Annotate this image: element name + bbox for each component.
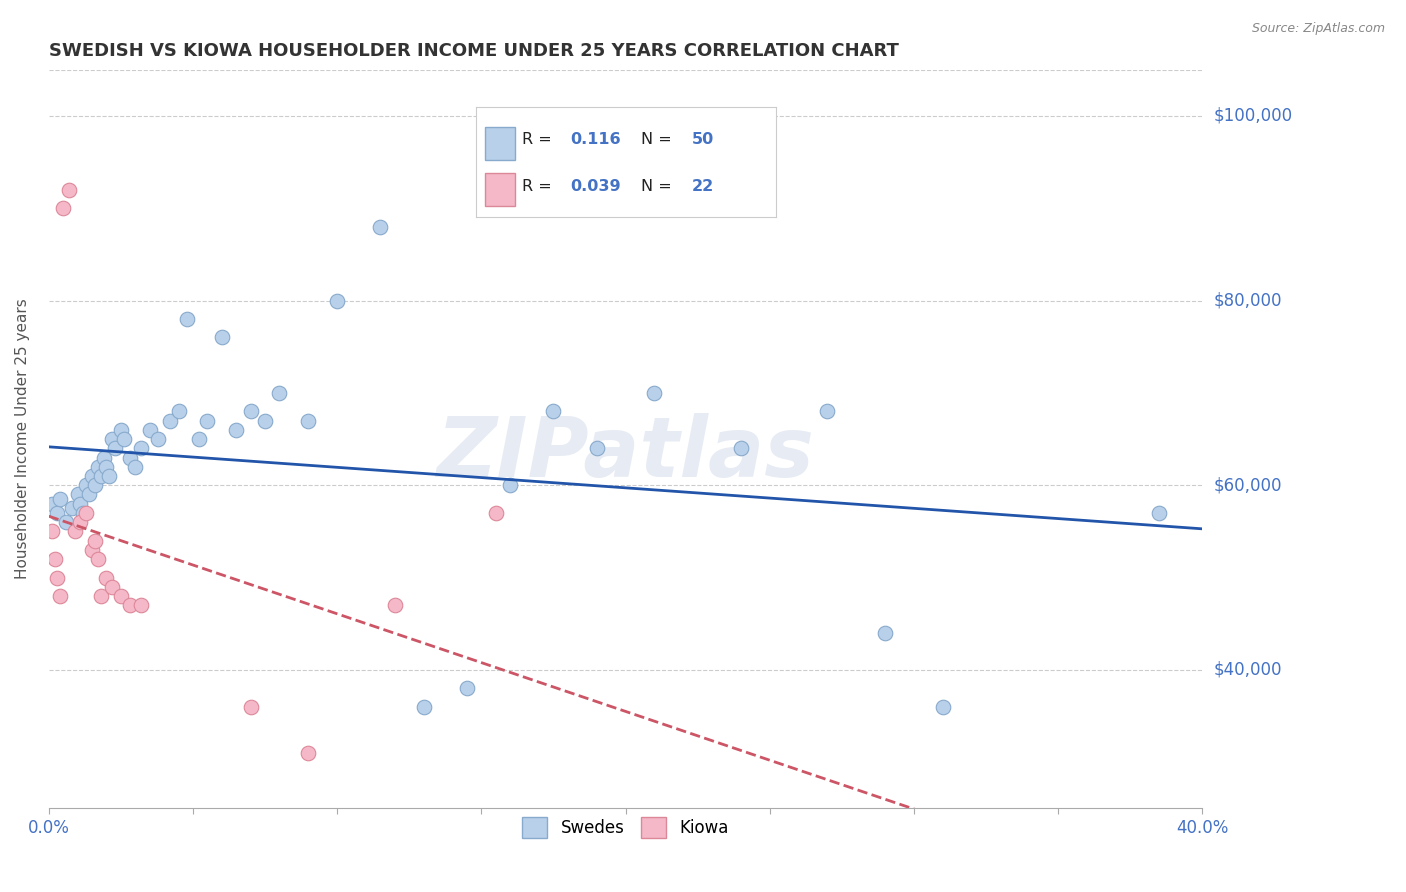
Point (124, 459, 146, 474)
Text: $100,000: $100,000 (1213, 107, 1292, 125)
Point (104, 442, 127, 456)
Point (49, 491, 72, 506)
Point (167, 404, 190, 418)
Text: Source: ZipAtlas.com: Source: ZipAtlas.com (1251, 22, 1385, 36)
Point (52, 201, 75, 215)
Legend: Swedes, Kiowa: Swedes, Kiowa (516, 811, 735, 845)
Point (875, 626, 897, 640)
Point (72, 506, 94, 520)
Point (98, 469, 121, 483)
Point (69, 515, 91, 529)
Point (499, 478, 522, 492)
Text: ZIPatlas: ZIPatlas (437, 413, 814, 494)
Point (269, 385, 291, 400)
Point (585, 442, 607, 456)
Point (297, 413, 319, 427)
Point (75, 506, 97, 520)
Point (730, 442, 752, 456)
Point (129, 599, 152, 613)
Point (93, 450, 115, 465)
Point (96, 459, 118, 474)
Point (69, 497, 91, 511)
Point (41, 497, 63, 511)
Text: SWEDISH VS KIOWA HOUSEHOLDER INCOME UNDER 25 YEARS CORRELATION CHART: SWEDISH VS KIOWA HOUSEHOLDER INCOME UNDE… (49, 42, 898, 60)
Point (543, 404, 565, 418)
Point (66, 487, 89, 501)
Text: $40,000: $40,000 (1213, 661, 1282, 679)
Y-axis label: Householder Income Under 25 years: Householder Income Under 25 years (15, 299, 30, 580)
Point (326, 293, 349, 308)
Point (110, 423, 132, 437)
Point (118, 599, 141, 613)
Point (87, 459, 110, 474)
Point (87, 552, 110, 566)
Text: $80,000: $80,000 (1213, 292, 1282, 310)
Point (485, 506, 508, 520)
Point (101, 580, 124, 594)
Point (83, 533, 105, 548)
Point (254, 413, 277, 427)
Point (112, 432, 135, 446)
Point (159, 413, 181, 427)
Text: $60,000: $60,000 (1213, 476, 1282, 494)
Point (384, 599, 406, 613)
Point (80, 542, 103, 557)
Point (370, 219, 392, 234)
Point (55, 515, 77, 529)
Point (239, 404, 262, 418)
Point (63, 524, 86, 539)
Point (44, 552, 66, 566)
Point (297, 746, 319, 760)
Point (195, 413, 218, 427)
Point (101, 432, 124, 446)
Point (643, 385, 665, 400)
Point (129, 442, 152, 456)
Point (456, 681, 478, 696)
Point (211, 330, 233, 344)
Point (239, 699, 262, 714)
Point (96, 570, 118, 584)
Point (225, 423, 247, 437)
Point (75, 478, 97, 492)
Point (41, 524, 63, 539)
Point (90, 469, 112, 483)
Point (60, 501, 83, 516)
Point (83, 478, 105, 492)
Point (58, 183, 80, 197)
Point (1147, 506, 1170, 520)
Point (49, 589, 72, 603)
Point (138, 423, 160, 437)
Point (932, 699, 955, 714)
Point (110, 589, 132, 603)
Point (148, 432, 170, 446)
Point (176, 312, 198, 326)
Point (187, 432, 209, 446)
Point (118, 450, 141, 465)
Point (815, 404, 838, 418)
Point (90, 589, 112, 603)
Point (412, 699, 434, 714)
Point (46, 506, 69, 520)
Point (46, 570, 69, 584)
Point (77, 487, 100, 501)
Point (80, 469, 103, 483)
